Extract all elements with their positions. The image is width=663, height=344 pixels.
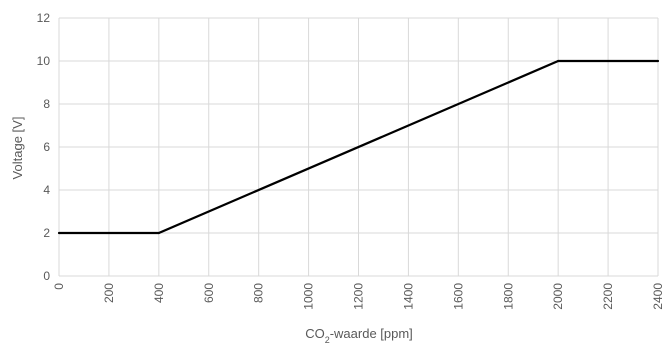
x-tick-label-1000: 1000 (302, 283, 316, 310)
y-tick-label-0: 0 (43, 269, 50, 283)
x-tick-labels: 0 200 400 600 800 1000 1200 1400 1600 1800 2000 220… (52, 283, 663, 310)
series-0-point-3 (656, 59, 660, 63)
x-axis-title-pre: CO (305, 326, 325, 341)
x-tick-label-1600: 1600 (451, 283, 465, 310)
series-0-point-2 (557, 59, 560, 63)
y-tick-label-12: 12 (37, 11, 51, 25)
series-layer (57, 59, 660, 235)
x-tick-label-800: 800 (252, 283, 266, 303)
y-tick-label-6: 6 (43, 140, 50, 154)
y-tick-labels: 0 2 4 6 8 10 12 (37, 11, 51, 283)
x-tick-label-0: 0 (52, 283, 66, 290)
series-0-point-0 (57, 231, 61, 235)
x-tick-label-200: 200 (102, 283, 116, 303)
x-tick-label-400: 400 (152, 283, 166, 303)
y-tick-label-4: 4 (43, 183, 50, 197)
x-tick-label-2000: 2000 (551, 283, 565, 310)
x-tick-label-2400: 2400 (651, 283, 663, 310)
x-tick-label-2200: 2200 (601, 283, 615, 310)
x-tick-label-1800: 1800 (501, 283, 515, 310)
x-axis-title-post: -waarde [ppm] (330, 326, 413, 341)
y-tick-label-10: 10 (37, 54, 51, 68)
x-axis-title-sub: 2 (325, 335, 330, 344)
x-tick-label-1200: 1200 (352, 283, 366, 310)
series-line-0 (59, 59, 658, 235)
y-axis-title: Voltage [V] (10, 117, 25, 180)
series-0-point-1 (157, 231, 160, 235)
y-tick-label-8: 8 (43, 97, 50, 111)
y-tick-label-2: 2 (43, 226, 50, 240)
x-axis-title: CO2-waarde [ppm] (305, 326, 413, 344)
x-tick-label-600: 600 (202, 283, 216, 303)
x-tick-label-1400: 1400 (401, 283, 415, 310)
